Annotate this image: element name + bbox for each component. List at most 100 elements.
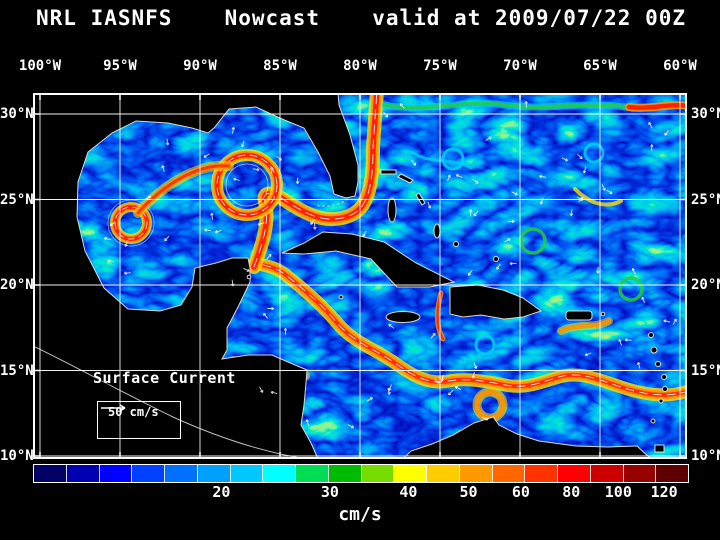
velocity-arrow-icon [210,212,214,220]
west-gulf-eddy-outer-streamline [107,199,155,247]
gulf-connector-core [136,164,231,215]
title-bar: NRL IASNFS Nowcast valid at 2009/07/22 0… [36,6,686,30]
velocity-arrow-icon [561,157,568,162]
colorbar-tick: 20 [212,483,231,501]
velocity-arrow-icon [233,177,240,181]
colorbar-tick: 60 [511,483,530,501]
colorbar-cell [165,465,198,482]
scale-arrow-icon [101,404,126,412]
velocity-arrow-icon [467,269,473,276]
puerto-rico-island [565,310,593,321]
lon-tick-label: 80°W [343,58,377,74]
velocity-arrow-icon [448,389,454,396]
current-jets [107,93,687,423]
velocity-arrow-icon [472,178,479,184]
velocity-arrow-icon [214,229,222,234]
gulf-ring-streamline [216,154,278,216]
lon-tick-label: 70°W [503,58,537,74]
st-lucia-island [662,386,668,392]
lon-tick-label: 75°W [423,58,457,74]
velocity-arrow-icon [468,209,473,216]
velocity-arrow-icon [259,386,264,393]
velocity-arrow-icon [103,236,111,241]
velocity-arrow-icon [637,361,641,369]
pacific-coastline [33,345,310,459]
lat-tick-label: 15°N [691,362,720,379]
velocity-arrow-icon [263,312,269,319]
velocity-arrow-icon [366,397,373,402]
lon-tick-label: 85°W [263,58,297,74]
velocity-arrow-icon [252,167,260,172]
filament [411,151,473,170]
colorbar-cell [132,465,165,482]
velocity-arrow-icon [430,332,436,339]
grand-bahama-island [380,169,397,175]
eddy-ring [519,227,547,255]
lat-tick-label: 30°N [0,106,34,122]
velocity-arrow-icon [295,177,300,185]
velocity-arrow-icon [539,197,544,205]
velocity-arrow-icon [362,230,367,238]
velocity-arrow-icon [440,374,444,382]
virgin-islands [600,311,606,317]
velocity-arrow-icon [606,189,613,195]
velocity-arrow-icon [471,371,476,379]
colorbar-cell [66,465,100,482]
colorbar-cell [394,465,427,482]
cuba-island [281,231,456,288]
map-canvas [33,93,687,459]
velocity-arrow-icon [446,174,451,182]
south-america-land [402,416,654,459]
colorbar-cell [296,465,329,482]
colorbar-tick: 50 [459,483,478,501]
velocity-arrow-icon [507,219,515,224]
velocity-arrow-icon [524,100,528,108]
colorbar [33,464,689,483]
velocity-arrow-icon [672,318,677,325]
model-name: NRL IASNFS [36,6,173,30]
velocity-arrow-icon [267,306,275,311]
colorbar-tick: 100 [604,483,632,501]
lat-tick-label: 25°N [691,191,720,208]
velocity-arrow-icon [257,222,265,226]
lon-tick-label: 60°W [663,58,697,74]
lon-tick-label: 100°W [18,58,62,74]
velocity-arrow-icon [305,419,310,426]
lat-tick-label: 25°N [0,191,34,208]
colorbar-cell [656,465,688,482]
filament [573,187,623,207]
lat-tick-label: 30°N [691,106,720,122]
velocity-arrow-icon [399,103,405,109]
filament [558,318,612,334]
grenada-island [650,418,656,424]
st-vincent-island [658,398,664,404]
velocity-arrow-icon [270,390,278,395]
velocity-arrow-icon [123,271,131,275]
velocity-arrow-icon [204,228,211,232]
velocity-arrow-icon [310,218,316,225]
velocity-arrow-icon [509,261,517,266]
abaco-island [397,173,414,184]
colorbar-cell [361,465,395,482]
velocity-arrow-icon [241,140,245,148]
velocity-arrow-icon [618,338,622,346]
hispaniola-island [449,284,543,320]
velocity-arrow-icon [434,378,440,384]
velocity-arrow-icon [270,166,274,174]
florida-keys [314,198,349,207]
velocity-arrow-icon [624,338,632,342]
colorbar-cell [197,465,231,482]
lat-tick-label: 10°N [691,448,720,464]
velocity-arrows [103,100,677,429]
velocity-arrow-icon [504,238,511,243]
velocity-arrow-icon [641,296,646,304]
velocity-arrow-icon [601,184,606,191]
velocity-arrow-icon [584,352,592,357]
velocity-arrow-icon [388,384,392,391]
velocity-arrow-icon [511,191,518,196]
velocity-arrow-icon [313,222,317,230]
lat-tick-label: 20°N [691,277,720,293]
colorbar-cell [263,465,296,482]
velocity-arrow-icon [427,201,432,209]
